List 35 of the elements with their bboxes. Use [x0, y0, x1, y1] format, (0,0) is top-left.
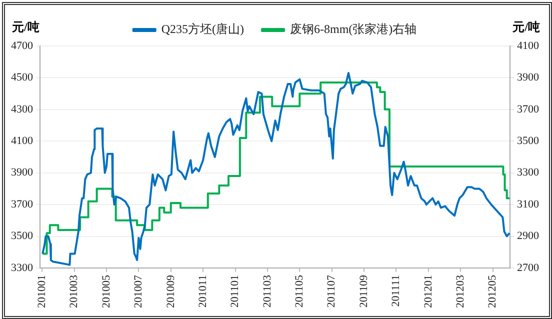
x-tick-label: 201007	[132, 274, 145, 308]
x-tick-label: 201107	[326, 274, 338, 308]
x-tick-label: 201111	[390, 275, 402, 307]
x-tick-label: 201009	[164, 274, 177, 308]
y2-tick-label: 3500	[517, 135, 540, 148]
x-tick-label: 201109	[358, 274, 370, 308]
y2-tick-label: 3700	[517, 103, 540, 116]
y2-axis-title: 元/吨	[512, 20, 540, 34]
y2-tick-label: 3300	[517, 166, 540, 179]
y-axis-title: 元/吨	[11, 20, 40, 34]
y-tick-label: 3300	[11, 262, 34, 274]
x-tick-label: 201001	[36, 275, 48, 308]
y2-tick-label: 4100	[517, 40, 540, 52]
x-tick-label: 201203	[454, 274, 467, 308]
x-tick-label: 201003	[68, 274, 80, 308]
y2-tick-label: 2700	[517, 262, 540, 274]
x-tick-label: 201201	[422, 275, 434, 308]
x-tick-label: 201011	[196, 275, 209, 308]
y2-tick-label: 3100	[517, 198, 540, 210]
y-tick-label: 4500	[11, 72, 34, 84]
x-tick-label: 201103	[261, 274, 274, 308]
legend-label: Q235方坯(唐山)	[161, 22, 244, 36]
y-tick-label: 4100	[11, 135, 34, 148]
y-tick-label: 4700	[11, 40, 34, 52]
x-tick-label: 201105	[294, 274, 306, 308]
y-tick-label: 3700	[11, 198, 34, 210]
x-tick-label: 201205	[486, 274, 499, 308]
y-tick-label: 3500	[11, 230, 34, 242]
y2-tick-label: 2900	[517, 230, 540, 242]
y-tick-label: 4300	[11, 103, 34, 116]
legend-label: 废钢6-8mm(张家港)右轴	[290, 22, 417, 36]
y2-tick-label: 3900	[517, 72, 540, 84]
x-tick-label: 201005	[100, 274, 112, 308]
x-tick-label: 201101	[229, 275, 242, 308]
y-tick-label: 3900	[11, 166, 34, 179]
